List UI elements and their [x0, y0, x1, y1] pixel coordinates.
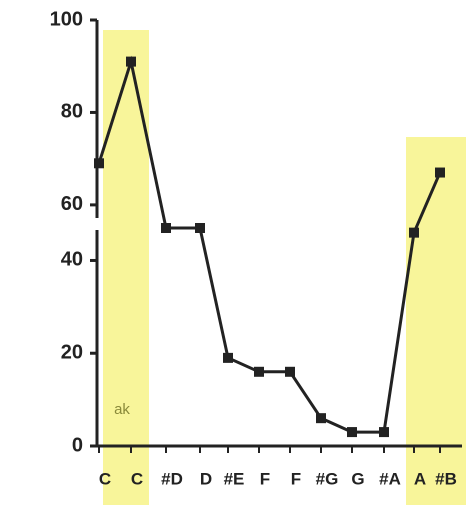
x-tick-label: #E [224, 469, 245, 488]
marker [379, 427, 389, 438]
x-tick-label: #D [161, 469, 183, 488]
x-tick-label: #A [379, 469, 401, 488]
marker [254, 366, 264, 377]
marker [195, 223, 205, 233]
x-tick-label: #G [316, 469, 339, 488]
annotation: ak [114, 401, 130, 418]
highlight-band [406, 137, 466, 505]
line [97, 55, 442, 434]
y-tick-label: 100 [50, 8, 83, 30]
x-tick-label: F [260, 469, 270, 488]
x-tick-label: D [200, 469, 212, 488]
x-tick-label: A [414, 469, 426, 488]
marker [285, 366, 295, 377]
marker [347, 427, 357, 438]
marker [94, 158, 104, 169]
marker [409, 227, 419, 238]
y-tick-label: 60 [61, 193, 83, 215]
y-tick-label: 80 [61, 101, 83, 123]
x-tick-label: F [291, 469, 301, 488]
marker [126, 56, 136, 67]
marker [223, 352, 233, 363]
x-tick-label: #B [435, 469, 457, 488]
highlight-band [103, 30, 149, 505]
marker [161, 223, 171, 233]
marker [435, 167, 445, 178]
y-tick-label: 40 [61, 249, 83, 271]
x-tick-label: C [99, 469, 111, 488]
marker [316, 413, 326, 424]
y-tick-label: 20 [61, 342, 83, 364]
y-tick-label: 0 [72, 434, 83, 456]
x-tick-label: G [351, 469, 364, 488]
x-tick-label: C [131, 469, 143, 488]
